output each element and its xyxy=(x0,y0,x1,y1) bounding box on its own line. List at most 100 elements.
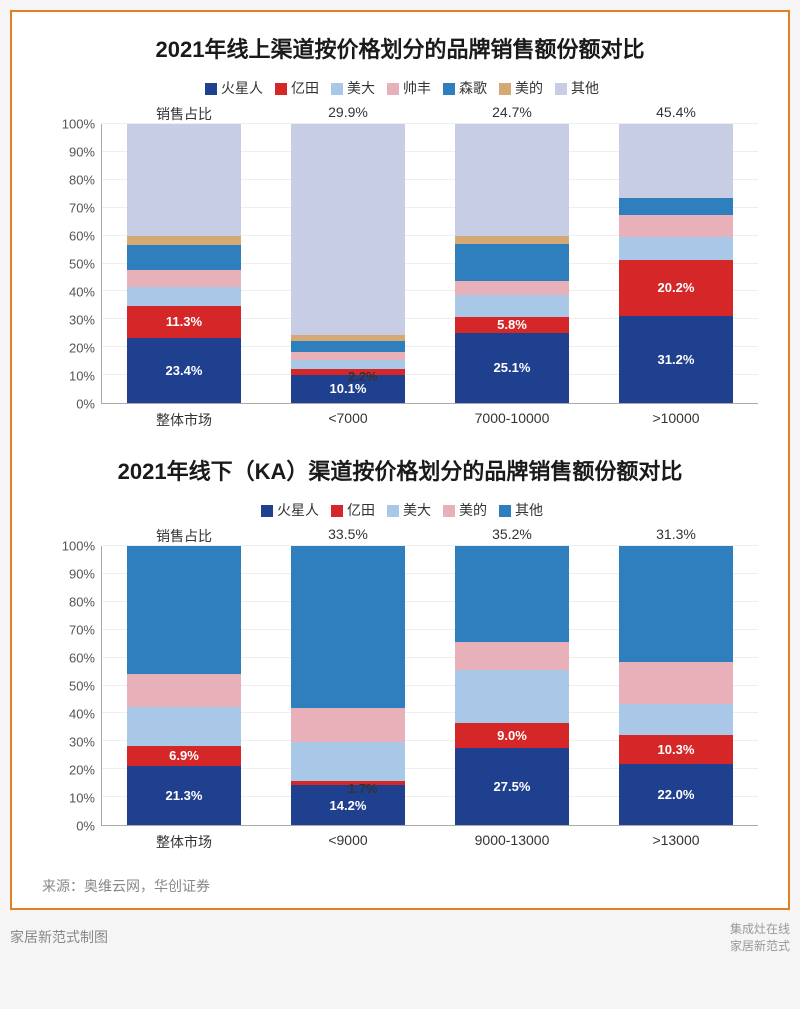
bar-column: 14.2% 1.7% xyxy=(266,546,430,825)
chart2-plot-area: 21.3%6.9%14.2%1.7%27.5%9.0%22.0%10.3% xyxy=(102,546,758,826)
bar-segment xyxy=(455,124,570,236)
chart2-legend: 火星人亿田美大美的其他 xyxy=(42,500,758,520)
bar-column: 31.2% 20.2% xyxy=(594,124,758,403)
bar-segment: 20.2% xyxy=(619,260,734,316)
legend-swatch xyxy=(499,505,511,517)
x-tick: 整体市场 xyxy=(102,832,266,852)
y-tick: 90% xyxy=(69,567,95,582)
segment-label: 10.3% xyxy=(658,742,695,757)
y-tick: 30% xyxy=(69,313,95,328)
y-tick: 100% xyxy=(62,539,95,554)
legend-swatch xyxy=(443,83,455,95)
bar-segment: 1.7% xyxy=(291,781,406,786)
legend-swatch xyxy=(555,83,567,95)
bar-column: 25.1%5.8% xyxy=(430,124,594,403)
legend-swatch xyxy=(499,83,511,95)
top-label: 31.3% xyxy=(594,526,758,546)
bar-segment: 9.0% xyxy=(455,723,570,748)
bar-segment xyxy=(127,245,242,270)
top-label: 29.9% xyxy=(266,104,430,124)
bar-segment xyxy=(455,295,570,317)
footer-right: 集成灶在线 家居新范式 xyxy=(730,920,790,954)
bar-segment xyxy=(127,707,242,746)
segment-label: 31.2% xyxy=(658,352,695,367)
bar-segment xyxy=(455,670,570,723)
legend-item: 帅丰 xyxy=(383,80,431,96)
bar-segment xyxy=(291,546,406,708)
bar-column: 10.1%2.2% xyxy=(266,124,430,403)
chart-frame: 2021年线上渠道按价格划分的品牌销售额份额对比 火星人亿田美大帅丰森歌美的其他… xyxy=(10,10,790,910)
x-tick: <9000 xyxy=(266,832,430,852)
footer-brand-2: 家居新范式 xyxy=(730,937,790,954)
legend-item: 亿田 xyxy=(271,80,319,96)
stacked-bar: 14.2% 1.7% xyxy=(291,546,406,825)
chart1-top-labels: 销售占比29.9%24.7%45.4% xyxy=(102,104,758,124)
segment-label: 21.3% xyxy=(166,788,203,803)
bar-segment xyxy=(127,270,242,287)
bar-segment xyxy=(455,236,570,244)
bar-column: 22.0%10.3% xyxy=(594,546,758,825)
legend-swatch xyxy=(261,505,273,517)
stacked-bar: 23.4%11.3% xyxy=(127,124,242,403)
legend-swatch xyxy=(387,83,399,95)
legend-item: 美大 xyxy=(383,502,431,518)
bar-segment xyxy=(455,546,570,642)
legend-swatch xyxy=(275,83,287,95)
bar-segment: 11.3% xyxy=(127,306,242,338)
x-tick: 7000-10000 xyxy=(430,410,594,430)
chart1-title: 2021年线上渠道按价格划分的品牌销售额份额对比 xyxy=(42,32,758,64)
bar-segment: 10.3% xyxy=(619,735,734,764)
legend-item: 火星人 xyxy=(257,502,319,518)
y-tick: 80% xyxy=(69,595,95,610)
footer-left: 家居新范式制图 xyxy=(10,927,108,947)
chart-online: 2021年线上渠道按价格划分的品牌销售额份额对比 火星人亿田美大帅丰森歌美的其他… xyxy=(42,32,758,430)
stacked-bar: 25.1%5.8% xyxy=(455,124,570,403)
bar-segment xyxy=(127,124,242,236)
y-tick: 40% xyxy=(69,285,95,300)
bar-segment xyxy=(455,281,570,295)
bar-segment xyxy=(127,287,242,307)
y-tick: 10% xyxy=(69,791,95,806)
bar-segment: 10.1% xyxy=(291,375,406,403)
chart2-plot: 0%10%20%30%40%50%60%70%80%90%100% 21.3%6… xyxy=(42,546,758,826)
legend-item: 美的 xyxy=(439,502,487,518)
bar-segment xyxy=(455,244,570,280)
bar-segment xyxy=(291,124,406,335)
y-tick: 50% xyxy=(69,679,95,694)
bar-segment xyxy=(455,642,570,670)
bar-segment: 21.3% xyxy=(127,766,242,825)
y-tick: 40% xyxy=(69,707,95,722)
bar-segment: 14.2% xyxy=(291,785,406,825)
bar-segment xyxy=(127,546,242,674)
legend-item: 火星人 xyxy=(201,80,263,96)
legend-item: 美大 xyxy=(327,80,375,96)
segment-label: 14.2% xyxy=(330,798,367,813)
top-label: 24.7% xyxy=(430,104,594,124)
segment-label: 25.1% xyxy=(494,360,531,375)
y-tick: 100% xyxy=(62,117,95,132)
bar-segment xyxy=(619,124,734,198)
y-tick: 60% xyxy=(69,229,95,244)
bar-segment xyxy=(619,704,734,735)
chart2-x-axis: 整体市场<90009000-13000>13000 xyxy=(102,832,758,852)
stacked-bar: 22.0%10.3% xyxy=(619,546,734,825)
bar-segment xyxy=(127,236,242,244)
y-tick: 30% xyxy=(69,735,95,750)
y-tick: 90% xyxy=(69,145,95,160)
y-tick: 0% xyxy=(76,819,95,834)
bar-segment: 23.4% xyxy=(127,338,242,403)
y-tick: 20% xyxy=(69,341,95,356)
legend-item: 森歌 xyxy=(439,80,487,96)
chart-offline: 2021年线下（KA）渠道按价格划分的品牌销售额份额对比 火星人亿田美大美的其他… xyxy=(42,454,758,852)
y-tick: 0% xyxy=(76,397,95,412)
bar-segment xyxy=(619,215,734,237)
x-tick: >10000 xyxy=(594,410,758,430)
bar-segment: 31.2% xyxy=(619,316,734,403)
legend-swatch xyxy=(331,83,343,95)
segment-label: 9.0% xyxy=(497,728,527,743)
bar-segment xyxy=(291,352,406,360)
segment-label: 6.9% xyxy=(169,748,199,763)
bar-segment xyxy=(291,742,406,781)
bar-segment xyxy=(291,341,406,352)
legend-swatch xyxy=(331,505,343,517)
